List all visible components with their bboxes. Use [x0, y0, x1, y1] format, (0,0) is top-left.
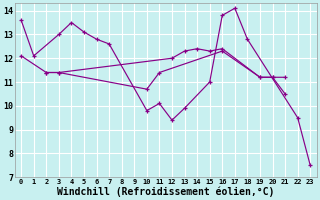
X-axis label: Windchill (Refroidissement éolien,°C): Windchill (Refroidissement éolien,°C) — [57, 186, 274, 197]
